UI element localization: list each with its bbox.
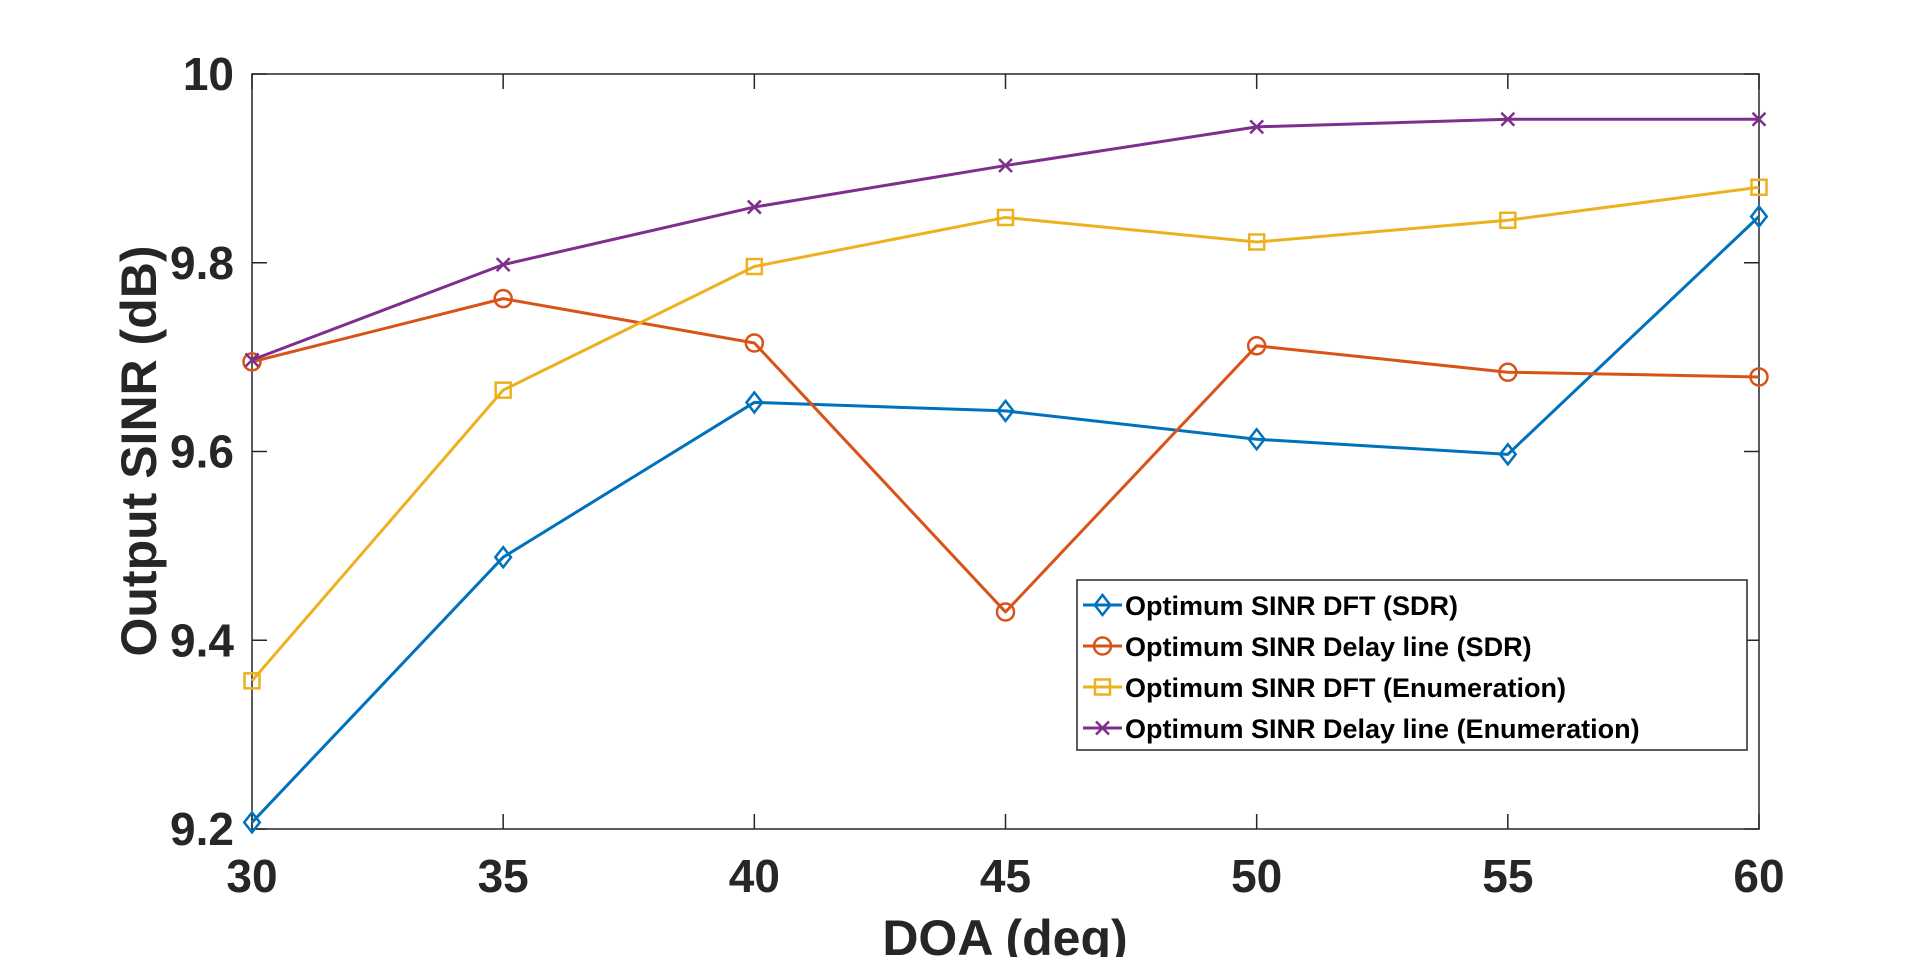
square-marker bbox=[1093, 678, 1112, 696]
diamond-marker bbox=[1498, 442, 1518, 467]
legend: Optimum SINR DFT (SDR) Optimum SINR Delay… bbox=[1076, 579, 1748, 751]
x-marker bbox=[244, 352, 260, 368]
square-marker bbox=[745, 257, 764, 276]
x-tick-label: 50 bbox=[1231, 850, 1282, 902]
diamond-marker bbox=[996, 398, 1015, 423]
square-marker bbox=[1750, 178, 1768, 196]
y-tick-label: 9.6 bbox=[170, 426, 234, 478]
x-tick-label: 40 bbox=[729, 850, 780, 902]
x-axis-label: DOA (deg) bbox=[882, 910, 1127, 957]
series-line bbox=[251, 297, 1760, 614]
square-marker bbox=[494, 381, 512, 399]
x-marker bbox=[1095, 720, 1110, 736]
x-marker bbox=[495, 257, 511, 273]
x-marker bbox=[1751, 111, 1767, 127]
data-series bbox=[242, 288, 1769, 622]
y-tick-label: 9.4 bbox=[170, 614, 234, 666]
square-marker bbox=[1247, 233, 1266, 251]
circle-marker bbox=[995, 602, 1016, 622]
diamond-marker bbox=[744, 390, 764, 415]
legend-item: Optimum SINR DFT (Enumeration) bbox=[1083, 673, 1566, 703]
x-tick-label: 60 bbox=[1733, 850, 1784, 902]
series-line bbox=[250, 215, 1761, 824]
square-marker bbox=[996, 208, 1015, 227]
square-marker bbox=[243, 672, 261, 690]
x-marker bbox=[998, 158, 1013, 173]
x-marker bbox=[1500, 111, 1516, 127]
data-series bbox=[243, 178, 1768, 690]
circle-marker bbox=[1749, 367, 1769, 387]
y-tick-label: 9.2 bbox=[170, 803, 234, 855]
circle-marker bbox=[1246, 336, 1267, 356]
square-marker bbox=[1499, 211, 1517, 230]
x-tick-label: 35 bbox=[478, 850, 529, 902]
x-tick-label: 55 bbox=[1482, 850, 1533, 902]
circle-marker bbox=[1092, 636, 1113, 656]
y-tick-label: 10 bbox=[183, 48, 234, 100]
diamond-marker bbox=[493, 545, 513, 570]
diamond-marker bbox=[1749, 204, 1769, 229]
legend-label: Optimum SINR DFT (Enumeration) bbox=[1125, 673, 1566, 703]
circle-marker bbox=[493, 288, 513, 309]
circle-marker bbox=[1498, 362, 1518, 382]
x-tick-label: 45 bbox=[980, 850, 1031, 902]
legend-item: Optimum SINR Delay line (SDR) bbox=[1083, 632, 1532, 662]
legend-label: Optimum SINR Delay line (Enumeration) bbox=[1125, 714, 1640, 744]
legend-box bbox=[1076, 579, 1748, 751]
legend-item: Optimum SINR Delay line (Enumeration) bbox=[1083, 714, 1640, 744]
x-marker bbox=[1249, 119, 1265, 135]
legend-label: Optimum SINR Delay line (SDR) bbox=[1125, 632, 1532, 662]
y-tick-label: 9.8 bbox=[170, 237, 234, 289]
diamond-marker bbox=[1247, 427, 1267, 452]
legend-item: Optimum SINR DFT (SDR) bbox=[1083, 591, 1458, 621]
x-tick-label: 30 bbox=[226, 850, 277, 902]
series-layer bbox=[242, 111, 1769, 835]
diamond-marker bbox=[1093, 592, 1112, 618]
axis-ticks: 30 35 40 45 50 55 60 9.2 9.4 9.6 9.8 10 bbox=[170, 48, 1785, 902]
x-marker bbox=[746, 199, 762, 215]
y-axis-label: Output SINR (dB) bbox=[111, 245, 167, 656]
data-series bbox=[242, 204, 1769, 835]
circle-marker bbox=[744, 333, 765, 353]
series-line bbox=[250, 185, 1760, 682]
data-series bbox=[244, 111, 1767, 368]
diamond-marker bbox=[242, 810, 262, 835]
circle-marker bbox=[242, 352, 262, 372]
legend-label: Optimum SINR DFT (SDR) bbox=[1125, 591, 1458, 621]
